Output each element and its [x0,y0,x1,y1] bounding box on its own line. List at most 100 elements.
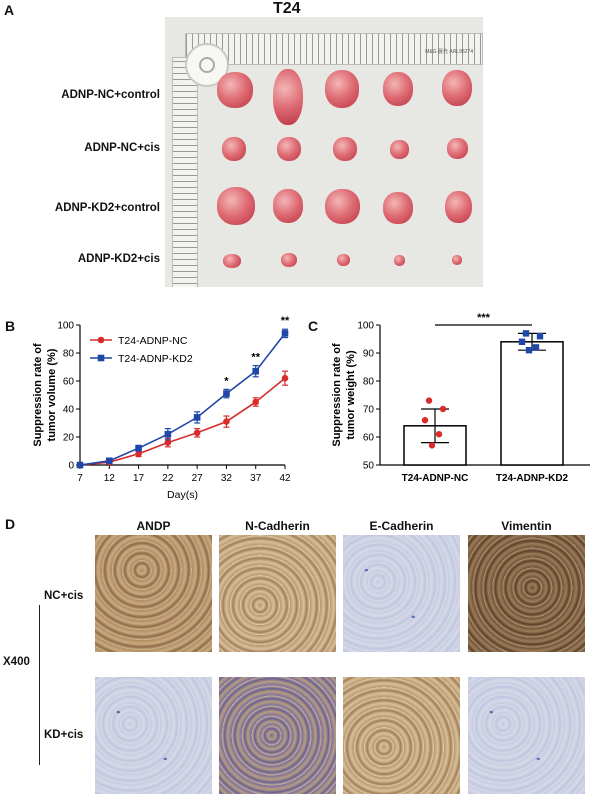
column-header-e-cadherin: E-Cadherin [369,519,434,533]
tumor [452,255,462,265]
data-point [105,457,113,465]
data-point [435,431,443,438]
row-label-nc-cis: ADNP-NC+cis [84,142,160,154]
data-point [421,417,429,424]
x-tick-label: 17 [133,473,145,484]
data-point [425,397,433,404]
category-label: T24-ADNP-KD2 [496,473,569,484]
y-tick-label: 50 [363,461,375,472]
y-axis-label-group: Suppression rate of tumor weight (%) [331,343,357,447]
y-tick-label: 100 [57,321,74,332]
tumor [325,189,360,224]
data-point [223,418,230,425]
row-label-kd2-cis: ADNP-KD2+cis [77,253,160,265]
micrograph-kd-e-cadherin [343,677,460,794]
volume-line-chart: 0 20 40 60 80 100 7 12 17 22 27 32 37 42 Day(s) Suppres… [32,315,291,501]
series-line [79,377,286,466]
vertical-ruler [172,57,198,287]
data-point [252,367,260,375]
y-tick-label: 80 [363,377,375,388]
data-point [428,442,436,449]
data-point [439,405,447,413]
legend-marker [97,354,105,362]
panel-b-letter: B [5,318,16,334]
tumor [337,254,350,266]
data-point [76,461,84,469]
data-point [525,347,533,354]
data-point [522,330,530,337]
y-axis-label-group: Suppression rate of tumor volume (%) [32,343,58,447]
y-tick-label: 40 [63,405,75,416]
x-tick-label: 32 [221,473,233,484]
tumor [273,189,303,223]
data-point [223,390,230,397]
tumor [273,69,303,125]
column-header-andp: ANDP [136,519,171,533]
micrograph-nc-n-cadherin [219,535,336,652]
data-point [135,450,142,458]
y-tick-label: 0 [68,461,74,472]
x-tick-label: 42 [279,473,291,484]
tumor [383,192,413,224]
tumor [445,191,472,223]
x-tick-label: 22 [162,473,174,484]
y-tick-label: 70 [363,405,375,416]
micrograph-kd-n-cadherin [219,677,336,794]
micrograph-kd-vimentin [468,677,585,794]
row-label-nc-cis: NC+cis [44,590,84,602]
tumor [281,253,297,267]
tumor [447,138,468,159]
tumor [442,70,472,106]
tumor [217,72,253,108]
panel-c-letter: C [308,318,319,334]
legend-label: T24-ADNP-KD2 [118,353,193,365]
panel-a-title: T24 [273,0,301,17]
y-axis-label-line1: Suppression rate of [331,343,343,447]
legend-marker [97,336,105,344]
magnification-label: X400 [3,656,30,668]
panel-d-letter: D [5,516,16,532]
y-tick-label: 80 [63,349,75,360]
column-header-n-cadherin: N-Cadherin [245,519,310,533]
data-point [281,330,289,337]
tumor [223,254,241,268]
category-label: T24-ADNP-NC [402,473,469,484]
micrograph-nc-andp [95,535,212,652]
significance-marker: * [224,375,229,387]
micrograph-nc-vimentin [468,535,585,652]
tumor [390,140,409,159]
data-point [164,439,172,446]
ruler-brand-label: M&G 晨光 ARL96274 [425,49,473,55]
micrograph-nc-e-cadherin [343,535,460,652]
y-axis-label-line2: tumor weight (%) [345,350,357,440]
y-axis-label-line2: tumor volume (%) [46,348,58,441]
tumor [222,137,246,161]
data-point [193,414,201,421]
tumor [277,137,301,161]
significance-marker: ** [251,352,260,364]
tumor [394,255,405,266]
data-point [252,398,260,406]
bar [500,341,564,466]
data-point [193,429,201,437]
data-point [281,374,289,382]
y-tick-label: 60 [63,377,75,388]
y-tick-label: 20 [63,433,75,444]
row-bracket-line [39,605,40,765]
horizontal-ruler [185,33,483,65]
significance-marker: *** [477,312,491,324]
tumor [325,70,359,108]
y-tick-label: 100 [357,321,374,332]
row-label-nc-control: ADNP-NC+control [61,89,160,101]
panel-a-letter: A [4,2,15,18]
y-axis-label-line1: Suppression rate of [32,343,44,447]
row-label-kd2-control: ADNP-KD2+control [54,202,160,214]
x-axis-label: Day(s) [167,489,198,501]
tumor [217,187,255,225]
data-point [135,444,142,452]
x-tick-label: 27 [192,473,204,484]
legend-label: T24-ADNP-NC [118,335,188,347]
tumor [383,72,413,106]
series-line [79,332,286,466]
